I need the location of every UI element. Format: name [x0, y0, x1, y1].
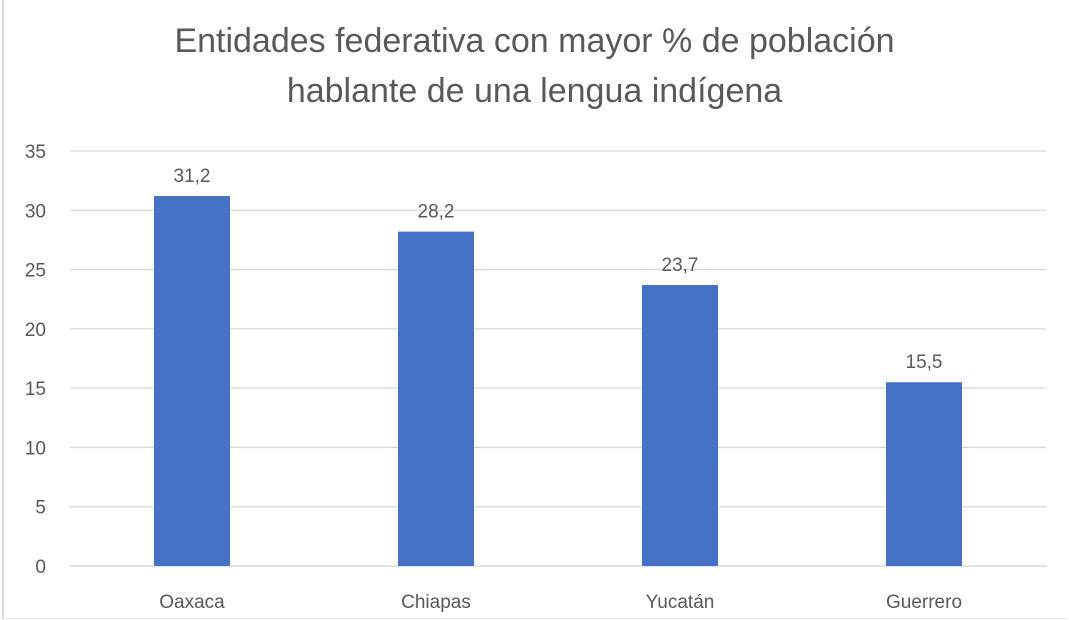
bar-oaxaca [154, 196, 230, 567]
x-tick-label: Yucatán [646, 592, 715, 613]
bar-chiapas [398, 231, 474, 566]
data-label: 28,2 [418, 202, 455, 223]
y-tick-label: 10 [25, 438, 46, 459]
x-tick-label: Oaxaca [159, 592, 225, 613]
y-tick-label: 25 [25, 261, 46, 282]
y-tick-label: 20 [25, 320, 46, 341]
x-tick-label: Guerrero [886, 592, 962, 613]
bar-yucatán [642, 284, 718, 566]
bar-guerrero [886, 382, 962, 566]
chart-title-line-2: hablante de una lengua indígena [286, 72, 783, 110]
y-tick-label: 5 [35, 498, 46, 519]
chart-title-line-1: Entidades federativa con mayor % de pobl… [174, 22, 895, 60]
x-tick-label: Chiapas [401, 592, 471, 613]
y-tick-label: 15 [25, 379, 46, 400]
data-label: 15,5 [906, 352, 943, 373]
y-tick-label: 30 [25, 201, 46, 222]
y-tick-label: 35 [25, 142, 46, 163]
y-tick-label: 0 [35, 557, 46, 578]
data-label: 31,2 [174, 166, 211, 187]
data-label: 23,7 [662, 255, 699, 276]
